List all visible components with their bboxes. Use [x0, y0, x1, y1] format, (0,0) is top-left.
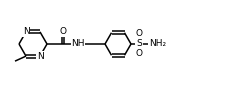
Text: N: N [37, 52, 43, 61]
Text: S: S [136, 39, 142, 48]
Text: O: O [59, 27, 67, 37]
Text: N: N [23, 27, 29, 36]
Text: O: O [135, 29, 142, 39]
Text: NH₂: NH₂ [149, 39, 166, 48]
Text: O: O [135, 50, 142, 58]
Text: NH: NH [71, 39, 85, 48]
